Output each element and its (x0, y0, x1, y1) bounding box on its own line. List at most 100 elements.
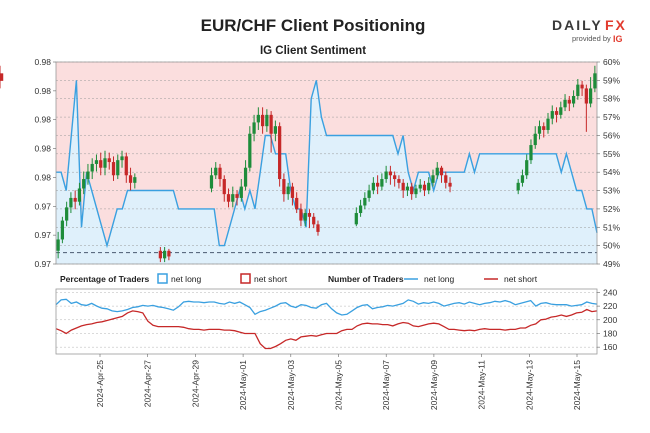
candle-body (542, 126, 546, 130)
candle (163, 247, 167, 263)
percent-axis: 60% 59% 58% 57% 56% 55% 54% 53% 52% 51% 50% 49% (597, 57, 620, 269)
date-tick-label: 2024-May-11 (477, 360, 487, 410)
candle (414, 184, 418, 198)
candle-body (584, 88, 588, 104)
candle (418, 179, 422, 193)
candle-body (158, 250, 162, 259)
candle-body (533, 133, 537, 146)
candle (65, 201, 69, 227)
candle-body (444, 175, 448, 183)
candle (218, 163, 222, 187)
candle (60, 216, 65, 244)
candle (256, 107, 260, 130)
candle (312, 213, 316, 229)
percent-tick-label: 59% (603, 75, 620, 85)
candle-body (90, 163, 94, 172)
candle-body (209, 175, 214, 189)
candle (111, 156, 116, 181)
candle-body (231, 194, 235, 202)
legend-pct-net-short: net short (254, 274, 288, 284)
candle-body (358, 205, 363, 214)
candle-body (256, 114, 260, 123)
percent-tick-label: 52% (603, 204, 620, 214)
candle (439, 165, 444, 183)
candle-body (380, 179, 384, 187)
candle-body (99, 160, 103, 168)
date-tick-label: 2024-May-13 (524, 360, 534, 410)
legend-num-net-long: net long (424, 274, 455, 284)
legend-num-net-short: net short (504, 274, 538, 284)
legend-pct-net-long: net long (171, 274, 202, 284)
legend-number-heading: Number of Traders (328, 274, 404, 284)
price-tick-label: 0.97 (34, 230, 51, 240)
candle-body (235, 194, 239, 198)
candle (239, 179, 243, 202)
candle-body (371, 182, 375, 191)
candle-body (65, 207, 69, 221)
candle-body (550, 111, 554, 119)
candle-body (422, 184, 427, 191)
candle (128, 167, 133, 191)
logo-text-daily: DAILY (552, 17, 603, 33)
candle-body (73, 197, 77, 202)
candle-body (82, 179, 86, 189)
candle (588, 77, 593, 108)
candle (422, 180, 427, 197)
candle-body (418, 184, 422, 189)
candle (260, 107, 265, 134)
chart-subtitle: IG Client Sentiment (260, 45, 366, 57)
candle (554, 107, 559, 123)
candle (371, 177, 375, 195)
candle (520, 169, 525, 187)
candle-body (295, 197, 299, 210)
candle (69, 192, 73, 214)
count-axis: 240 220 200 180 160 (597, 287, 617, 352)
candle-body (529, 145, 533, 161)
candle (388, 165, 393, 185)
candle (584, 84, 588, 132)
percent-tick-label: 50% (603, 241, 620, 251)
candle-body (405, 186, 410, 191)
candle (307, 209, 312, 229)
candle (248, 126, 252, 172)
count-tick-label: 180 (603, 328, 617, 338)
price-sentiment-panel: 0.98 0.98 0.98 0.98 0.98 0.97 0.97 0.97 60% 59% 5… (0, 57, 620, 269)
candle (533, 126, 537, 149)
chart-title: EUR/CHF Client Positioning (201, 16, 426, 35)
legend-percentage-heading: Percentage of Traders (60, 274, 150, 284)
main-panel-border (55, 61, 598, 265)
candle-body (439, 167, 444, 176)
date-tick-label: 2024-May-07 (381, 360, 391, 410)
candle-body (307, 213, 312, 217)
candle-body (56, 239, 60, 251)
candle (380, 173, 384, 191)
legend-net-long-swatch (157, 273, 168, 284)
candle-body (226, 194, 231, 202)
percent-tick-label: 51% (603, 222, 620, 232)
date-tick-label: 2024-May-03 (286, 360, 296, 410)
candle-body (427, 182, 431, 191)
candle (559, 101, 563, 119)
candle (354, 207, 358, 227)
count-tick-label: 200 (603, 315, 617, 325)
candle-body (252, 122, 256, 134)
candle-body (448, 182, 452, 187)
candle (209, 167, 214, 193)
candle (375, 175, 380, 195)
dailyfx-logo: DAILY FX provided by IG (552, 17, 625, 44)
candle (56, 231, 60, 259)
candle-body (290, 186, 295, 198)
candle (593, 65, 597, 93)
candle-body (546, 118, 550, 130)
candle-body (222, 179, 226, 195)
candle (295, 192, 299, 214)
price-tick-label: 0.98 (34, 172, 51, 182)
candle (282, 173, 286, 202)
candle-body (571, 95, 576, 104)
candle (286, 182, 290, 200)
percent-tick-label: 57% (603, 112, 620, 122)
candle-body (111, 162, 116, 176)
candle (167, 248, 171, 261)
candle-body (282, 179, 286, 195)
candle-body (588, 88, 593, 104)
